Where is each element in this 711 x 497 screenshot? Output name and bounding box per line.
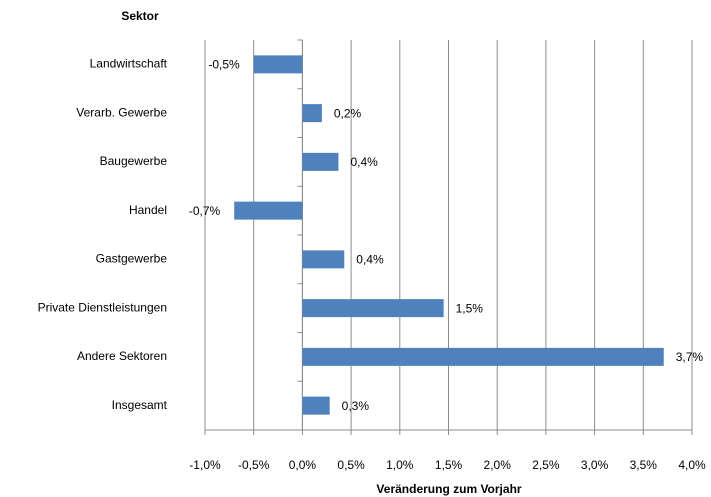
value-label: 0,2% xyxy=(334,106,362,120)
y-tick-label: Andere Sektoren xyxy=(77,349,167,363)
value-label: 0,4% xyxy=(350,155,378,169)
x-axis-title: Veränderung zum Vorjahr xyxy=(376,482,521,496)
y-tick-label: Gastgewerbe xyxy=(96,252,168,266)
x-tick-label: 1,0% xyxy=(386,458,414,472)
bar xyxy=(302,396,330,415)
y-tick-label: Private Dienstleistungen xyxy=(38,300,167,314)
value-label: 3,7% xyxy=(676,350,704,364)
value-label: 0,3% xyxy=(342,399,370,413)
value-label: 0,4% xyxy=(356,253,384,267)
x-tick-label: 3,5% xyxy=(630,458,658,472)
value-label: -0,5% xyxy=(208,58,240,72)
x-tick-label: -1,0% xyxy=(189,458,221,472)
bar xyxy=(253,55,303,74)
bar xyxy=(302,152,339,171)
x-tick-label: 2,0% xyxy=(484,458,512,472)
y-tick-label: Landwirtschaft xyxy=(90,57,168,71)
bar xyxy=(302,299,444,318)
x-tick-label: -0,5% xyxy=(238,458,270,472)
bar xyxy=(302,250,345,269)
value-label: -0,7% xyxy=(189,204,221,218)
bar xyxy=(302,347,664,366)
y-tick-label: Baugewerbe xyxy=(100,154,168,168)
x-tick-label: 4,0% xyxy=(678,458,706,472)
bar xyxy=(302,104,322,123)
bar xyxy=(234,201,303,220)
x-tick-label: 0,0% xyxy=(289,458,317,472)
y-tick-label: Handel xyxy=(129,203,167,217)
y-axis-title: Sektor xyxy=(121,9,159,23)
value-label: 1,5% xyxy=(456,301,484,315)
x-tick-label: 2,5% xyxy=(532,458,560,472)
x-tick-label: 0,5% xyxy=(337,458,365,472)
x-tick-label: 3,0% xyxy=(581,458,609,472)
y-tick-label: Verarb. Gewerbe xyxy=(76,105,167,119)
x-tick-label: 1,5% xyxy=(435,458,463,472)
y-tick-label: Insgesamt xyxy=(112,398,168,412)
